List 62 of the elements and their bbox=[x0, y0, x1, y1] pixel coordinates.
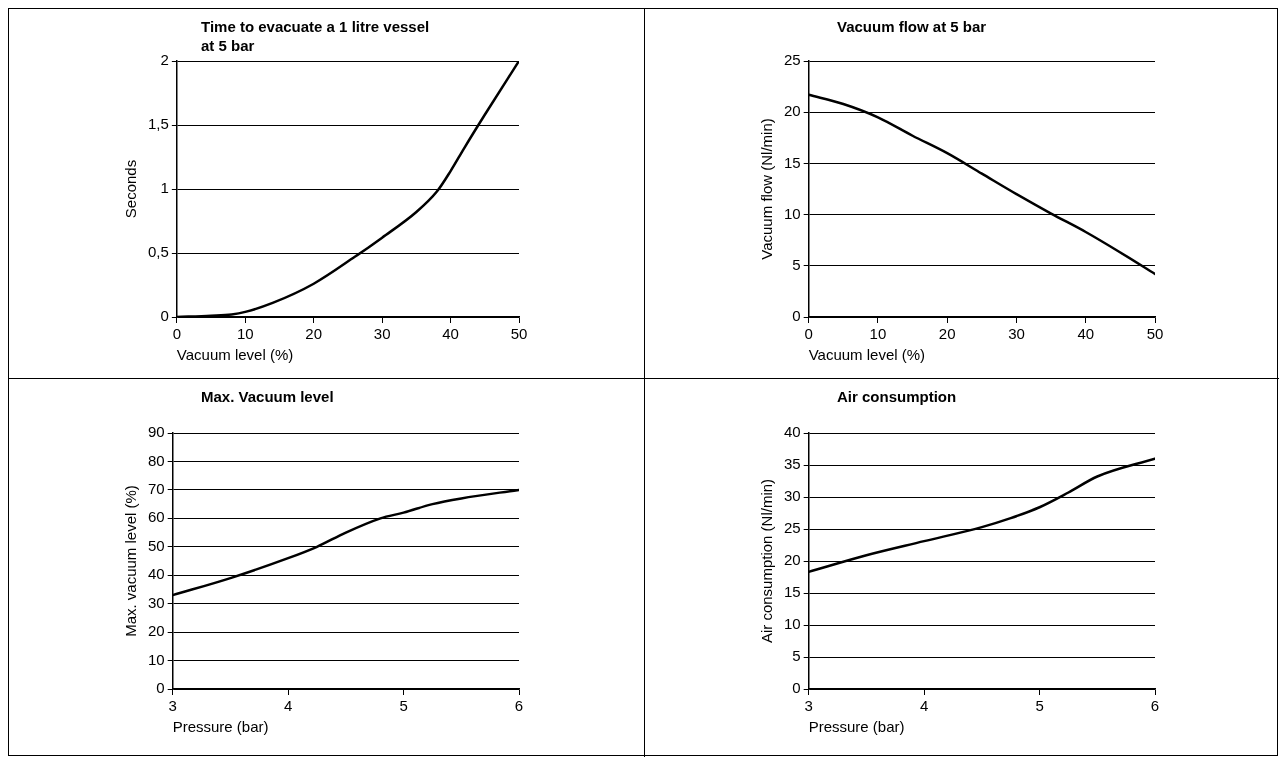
y-tick-label: 5 bbox=[792, 255, 801, 273]
y-axis-title: Air consumption (Nl/min) bbox=[758, 478, 776, 644]
x-tick-label: 10 bbox=[236, 325, 254, 343]
x-tick-label: 0 bbox=[172, 325, 182, 343]
y-tick-label: 35 bbox=[784, 455, 801, 473]
x-tick-label: 4 bbox=[283, 697, 293, 715]
y-tick-label: 1,5 bbox=[147, 115, 169, 133]
y-axis-title: Seconds bbox=[122, 159, 140, 219]
y-tick-label: 0,5 bbox=[147, 243, 169, 261]
y-tick-label: 30 bbox=[148, 593, 165, 611]
y-tick-label: 70 bbox=[148, 480, 165, 498]
x-tick-label: 20 bbox=[305, 325, 323, 343]
y-tick-label: 30 bbox=[784, 487, 801, 505]
x-tick-label: 50 bbox=[510, 325, 528, 343]
x-tick-label: 5 bbox=[399, 697, 408, 715]
y-tick-label: 0 bbox=[160, 307, 169, 325]
y-tick-label: 0 bbox=[792, 307, 801, 325]
x-tick-label: 40 bbox=[1077, 325, 1095, 343]
y-tick-label: 25 bbox=[784, 51, 801, 69]
y-tick-label: 10 bbox=[148, 650, 165, 668]
y-tick-label: 10 bbox=[784, 615, 801, 633]
y-tick-label: 5 bbox=[792, 647, 801, 665]
y-tick-label: 10 bbox=[784, 204, 801, 222]
y-axis-title: Vacuum flow (Nl/min) bbox=[758, 118, 776, 260]
chart-title: Air consumption bbox=[837, 387, 958, 406]
y-tick-label: 2 bbox=[160, 51, 169, 69]
y-tick-label: 90 bbox=[148, 423, 165, 441]
x-axis-title: Pressure (bar) bbox=[808, 718, 905, 736]
x-tick-label: 3 bbox=[168, 697, 177, 715]
y-tick-label: 50 bbox=[148, 536, 165, 554]
chart-title: Vacuum flow at 5 bar bbox=[837, 17, 988, 36]
x-tick-label: 50 bbox=[1146, 325, 1164, 343]
y-tick-label: 20 bbox=[784, 102, 801, 120]
y-tick-label: 1 bbox=[160, 179, 169, 197]
x-tick-label: 3 bbox=[804, 697, 813, 715]
y-tick-label: 80 bbox=[148, 451, 165, 469]
x-tick-label: 30 bbox=[1008, 325, 1025, 343]
x-tick-label: 4 bbox=[919, 697, 929, 715]
x-tick-label: 10 bbox=[869, 325, 887, 343]
y-tick-label: 25 bbox=[784, 519, 801, 537]
x-tick-label: 5 bbox=[1035, 697, 1044, 715]
y-tick-label: 40 bbox=[148, 565, 165, 583]
y-tick-label: 15 bbox=[784, 153, 801, 171]
x-tick-label: 30 bbox=[373, 325, 391, 343]
y-tick-label: 40 bbox=[784, 423, 801, 441]
x-tick-label: 0 bbox=[804, 325, 813, 343]
chart-title: Time to evacuate a 1 litre vessel at 5 bar bbox=[201, 17, 431, 55]
x-axis-title: Vacuum level (%) bbox=[176, 346, 294, 364]
x-axis-title: Pressure (bar) bbox=[172, 718, 269, 736]
x-tick-label: 6 bbox=[514, 697, 524, 715]
y-tick-label: 20 bbox=[784, 551, 801, 569]
y-tick-label: 0 bbox=[156, 679, 165, 697]
y-tick-label: 15 bbox=[784, 583, 801, 601]
y-tick-label: 0 bbox=[792, 679, 801, 697]
y-axis-title: Max. vacuum level (%) bbox=[122, 485, 140, 637]
x-axis-title: Vacuum level (%) bbox=[808, 346, 926, 364]
y-tick-label: 20 bbox=[148, 622, 165, 640]
x-tick-label: 20 bbox=[938, 325, 956, 343]
x-tick-label: 40 bbox=[442, 325, 459, 343]
chart-title: Max. Vacuum level bbox=[201, 387, 335, 406]
y-tick-label: 60 bbox=[148, 508, 165, 526]
x-tick-label: 6 bbox=[1150, 697, 1160, 715]
